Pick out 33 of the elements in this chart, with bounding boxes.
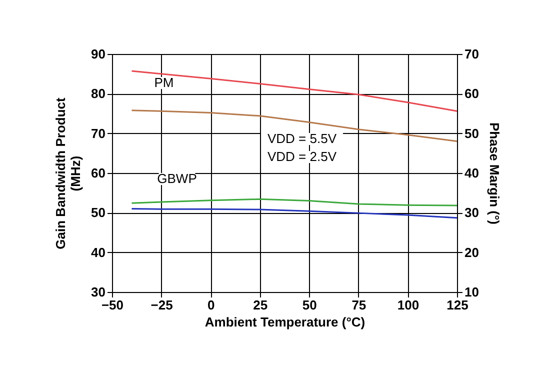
- annotation: GBWP: [157, 171, 197, 186]
- y2-tick-label: 20: [464, 244, 479, 260]
- y-axis-title: Gain Bandwidth Product (MHz): [53, 97, 84, 250]
- x-tick-label: 25: [253, 298, 268, 312]
- y-tick-label: 90: [91, 46, 106, 62]
- y2-axis-title: Phase Margin (°): [486, 122, 502, 224]
- y2-tick-label: 40: [464, 166, 479, 180]
- x-tick-label: −25: [150, 298, 173, 312]
- annotation: PM: [154, 75, 174, 90]
- x-tick-label: 75: [352, 298, 366, 312]
- y-tick-label: 80: [91, 86, 106, 102]
- x-tick-label: 50: [302, 298, 317, 312]
- line-series: [130, 70, 458, 112]
- y2-tick-label: 30: [464, 205, 479, 220]
- line-series: [130, 110, 458, 142]
- line-series: [130, 208, 458, 219]
- x-tick-label: −50: [101, 298, 124, 312]
- y-tick-label: 60: [91, 166, 106, 180]
- x-tick-label: 100: [397, 298, 420, 312]
- x-tick-label: 0: [207, 298, 215, 312]
- line-series: [130, 198, 458, 206]
- y-tick-label: 70: [91, 126, 106, 141]
- y-tick-label: 30: [91, 284, 106, 300]
- y2-tick-label: 10: [464, 284, 479, 300]
- annotation: VDD = 2.5V: [267, 149, 337, 164]
- x-tick-label: 125: [446, 298, 468, 312]
- y-tick-label: 40: [91, 244, 106, 260]
- y2-tick-label: 70: [464, 46, 479, 62]
- annotation: VDD = 5.5V: [267, 131, 337, 146]
- y2-tick-label: 50: [464, 126, 479, 141]
- y2-tick-label: 60: [464, 86, 479, 102]
- x-axis-title: Ambient Temperature (°C): [204, 314, 366, 330]
- y-tick-label: 50: [91, 205, 106, 220]
